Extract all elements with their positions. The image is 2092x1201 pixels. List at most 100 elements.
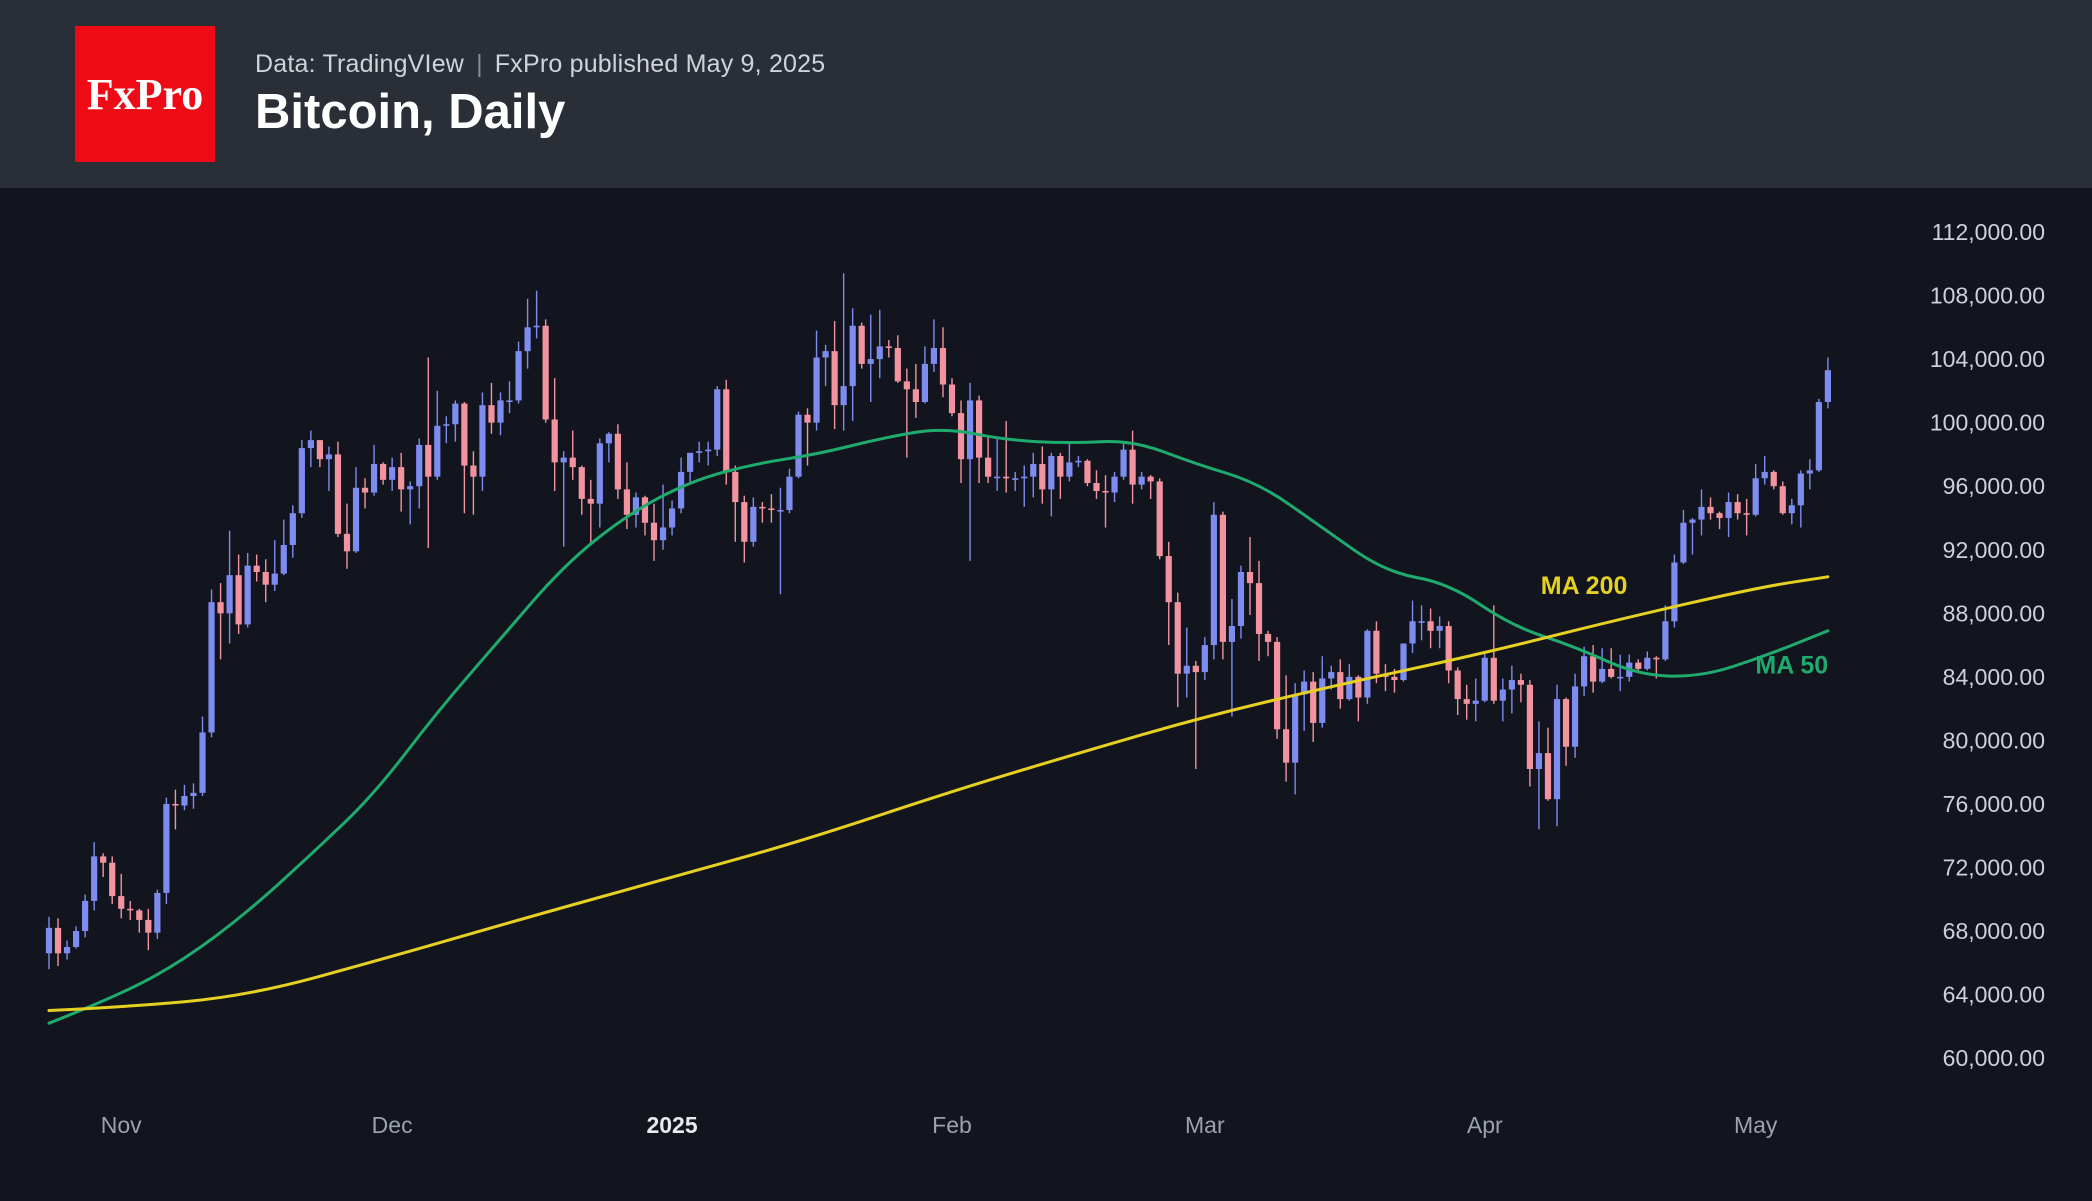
candle [1689,517,1696,555]
candle [1066,441,1073,482]
ma-50-line [47,428,1830,1025]
candle-body [1743,513,1750,515]
candle-body [696,451,703,453]
candle-body [253,565,260,572]
x-axis-label: 2025 [646,1112,697,1138]
candle [1544,727,1552,801]
candle-body [1048,456,1055,490]
candle [678,457,685,514]
candle [985,436,992,484]
candle-body [334,454,342,534]
candle [732,465,739,542]
candle [190,783,197,809]
candle-body [1481,657,1488,701]
candle [1662,605,1669,661]
candle-body [1608,668,1615,677]
candle-body [587,498,594,504]
candle-body [921,363,929,402]
candle-body [632,497,640,515]
candle [316,440,323,468]
candle-body [163,803,170,893]
candle-body [1021,476,1028,479]
candle [1535,721,1543,830]
candle [831,320,838,430]
candle-body [91,856,98,901]
candle [957,400,965,484]
candle [912,363,919,418]
candlestick-series [45,273,1832,970]
candle [1057,452,1064,499]
candle [1418,605,1425,641]
candle [750,497,757,547]
candle [551,378,558,491]
candle [668,500,676,536]
candle [1806,459,1813,490]
candle-body [1219,514,1226,642]
candle [1255,560,1263,661]
candle [72,926,80,949]
candle [1138,471,1145,490]
candle [903,368,910,458]
candle-body [1084,460,1091,484]
candle [1824,357,1832,409]
candle-body [1355,676,1362,698]
candle-body [994,476,1001,479]
candle [1219,511,1226,660]
candle [1743,498,1750,536]
candle [840,273,847,431]
candle [1147,475,1154,499]
candle [650,503,658,561]
candle [1273,637,1281,739]
candle [1183,627,1190,698]
y-axis-label: 72,000.00 [1943,855,2045,881]
candle-body [72,931,80,947]
candle-body [551,419,558,463]
ma-200-label: MA 200 [1541,572,1628,600]
x-axis-label: Feb [932,1112,972,1138]
candle [1707,497,1714,520]
candle-body [1093,483,1100,491]
candle [1319,656,1326,728]
candle [1725,492,1732,538]
candle [641,495,649,536]
candle [596,438,603,528]
candle-body [407,486,414,490]
candle-body [370,463,378,493]
candle-body [1075,460,1082,463]
candle-body [1400,643,1407,681]
candle [1165,541,1172,646]
candle-body [343,533,351,552]
candle-body [461,403,468,466]
candle-body [1264,633,1272,642]
candle-body [1246,571,1254,584]
candle-body [1752,478,1759,515]
candle-body [244,565,251,625]
candle-body [54,927,62,954]
candle-body [732,471,739,503]
candle-body [1255,583,1263,634]
candle-body [1138,476,1145,485]
candle-body [867,359,874,364]
candle-body [1328,672,1335,679]
chart-meta: Data: TradingVIew | FxPro published May 9,… [255,50,825,79]
candle-body [506,400,513,403]
candle-body [316,440,323,460]
candle-body [723,389,730,472]
candle-body [614,433,621,490]
candle [1012,471,1019,491]
candle [515,341,522,404]
candle [759,502,766,523]
candle-body [1319,678,1326,723]
candle [145,908,152,951]
candle-body [380,463,387,480]
candle-body [831,351,838,406]
candle [605,432,612,463]
candle [63,940,71,960]
candle [1030,452,1037,498]
candle-body [1553,699,1561,800]
candle [1815,398,1822,472]
candle [307,430,314,468]
candle [1571,673,1579,758]
candle-body [1599,668,1606,682]
candle-body [1499,689,1506,701]
